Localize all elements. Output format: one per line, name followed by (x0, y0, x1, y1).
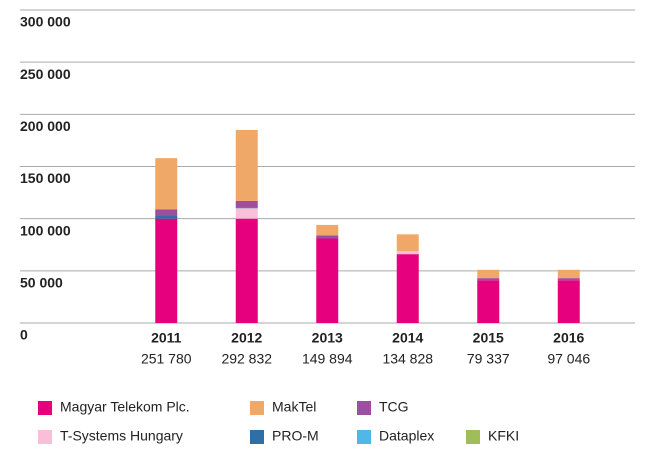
legend-label: PRO-M (272, 428, 319, 444)
y-tick-label: 300 000 (20, 14, 71, 30)
x-tick-label: 2015 (473, 330, 504, 346)
legend-label: Dataplex (379, 428, 434, 444)
bar-segment (235, 200, 258, 208)
bar-segment (316, 224, 339, 236)
bar-segment (396, 234, 419, 252)
bar-segment (557, 278, 580, 281)
y-tick-label: 150 000 (20, 170, 71, 186)
total-label: 251 780 (141, 351, 192, 367)
total-label: 134 828 (382, 351, 433, 367)
total-label: 292 832 (221, 351, 272, 367)
bar-segment (477, 278, 500, 281)
bar-segment (235, 218, 258, 323)
bar-segment (477, 280, 500, 323)
legend-swatch (250, 430, 264, 444)
legend-swatch (38, 430, 52, 444)
bar-segment (316, 238, 339, 323)
y-tick-label: 100 000 (20, 222, 71, 238)
legend-swatch (250, 401, 264, 415)
total-label: 149 894 (302, 351, 353, 367)
bar-segment (235, 208, 258, 219)
bar-segment (155, 215, 178, 219)
bar-segment (557, 280, 580, 323)
x-tick-label: 2011 (151, 330, 182, 346)
total-label: 79 337 (467, 351, 510, 367)
bar-segment (557, 269, 580, 279)
y-tick-label: 50 000 (20, 275, 63, 291)
bar-segment (477, 269, 500, 279)
x-tick-label: 2014 (392, 330, 423, 346)
y-tick-label: 200 000 (20, 118, 71, 134)
bar-segment (396, 254, 419, 323)
bar-segment (396, 251, 419, 255)
x-tick-label: 2012 (231, 330, 262, 346)
bar-segment (155, 218, 178, 323)
bar-segment (235, 129, 258, 201)
legend-swatch (466, 430, 480, 444)
legend-label: MakTel (272, 399, 316, 415)
bar-segment (235, 207, 258, 209)
bar-segment (316, 235, 339, 239)
x-tick-label: 2013 (312, 330, 343, 346)
legend-swatch (357, 430, 371, 444)
bar-segment (155, 209, 178, 216)
total-label: 97 046 (547, 351, 590, 367)
legend-label: KFKI (488, 428, 519, 444)
y-tick-label: 0 (20, 327, 28, 343)
legend-label: TCG (379, 399, 409, 415)
bar-segment (155, 158, 178, 210)
x-tick-label: 2016 (553, 330, 584, 346)
legend-swatch (38, 401, 52, 415)
legend-label: T-Systems Hungary (60, 428, 183, 444)
y-tick-label: 250 000 (20, 66, 71, 82)
legend-label: Magyar Telekom Plc. (60, 399, 190, 415)
legend-swatch (357, 401, 371, 415)
